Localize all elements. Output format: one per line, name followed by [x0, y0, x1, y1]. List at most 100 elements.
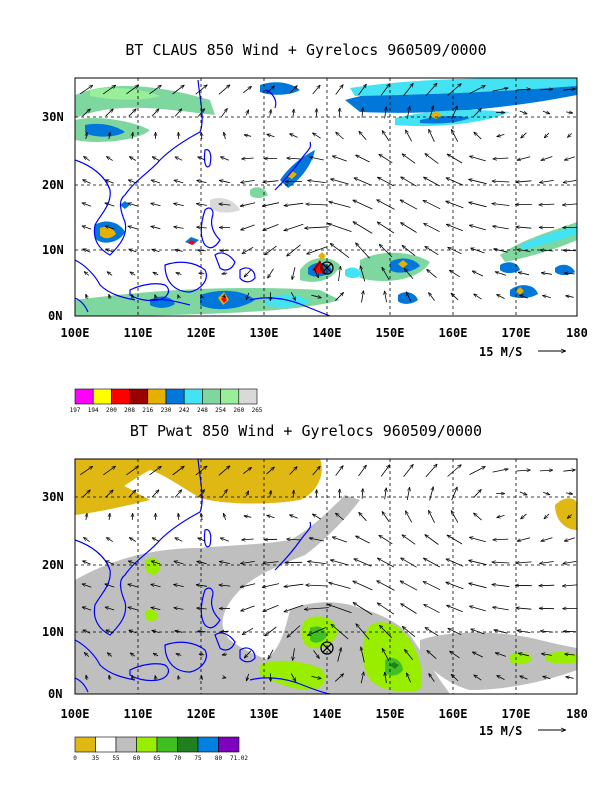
wind-vector	[240, 583, 256, 588]
wind-vector	[224, 132, 226, 140]
wind-vector	[539, 585, 555, 586]
wind-vector	[543, 676, 551, 678]
wind-vector	[330, 179, 349, 185]
wind-vector	[197, 109, 204, 117]
wind-vector	[404, 649, 414, 660]
wind-vector	[451, 674, 459, 682]
wind-vector	[83, 156, 90, 162]
claus-lat-tick: 30N	[42, 110, 64, 124]
wind-vector	[495, 653, 507, 657]
claus-lon-tick: 140E	[313, 326, 342, 340]
wind-vector	[152, 630, 160, 632]
wind-vector	[129, 249, 137, 253]
wind-vector	[132, 675, 133, 680]
wind-vector	[242, 246, 254, 254]
wind-vector	[356, 624, 370, 640]
wind-vector	[566, 493, 573, 494]
colorbar-label: 80	[215, 755, 223, 762]
colorbar-swatch	[202, 388, 221, 405]
wind-vector	[84, 272, 90, 276]
wind-vector	[196, 585, 208, 587]
pwat-shading	[75, 459, 577, 694]
pwat-lat-tick: 10N	[42, 625, 64, 639]
wind-vector	[128, 109, 137, 117]
wind-vector	[566, 677, 574, 679]
wind-vector	[292, 267, 296, 280]
wind-vector	[79, 85, 93, 95]
wind-vector	[153, 653, 159, 656]
wind-vector	[199, 273, 205, 274]
pwat-frame	[74, 458, 578, 695]
claus-lat-tick: 20N	[42, 178, 64, 192]
wind-vector	[290, 292, 295, 300]
wind-vector	[377, 581, 395, 591]
wind-vector	[359, 512, 367, 522]
wind-vector	[335, 513, 344, 521]
pwat-lon-tick: 180	[566, 707, 588, 721]
colorbar-swatch	[111, 388, 130, 405]
wind-vector	[539, 204, 555, 205]
wind-vector	[428, 510, 435, 523]
wind-vector	[379, 535, 393, 545]
wind-vector	[406, 673, 411, 683]
wind-vector	[265, 626, 277, 636]
wind-vector	[176, 654, 182, 656]
wind-vector	[516, 227, 532, 228]
wind-vector	[451, 293, 459, 301]
wind-vector	[284, 583, 304, 587]
wind-vector	[128, 607, 138, 611]
wind-vector	[309, 157, 324, 161]
colorbar-swatch	[147, 388, 167, 405]
colorbar-swatch	[92, 388, 112, 405]
wind-vector	[423, 177, 440, 187]
wind-vector	[567, 514, 573, 519]
wind-vector	[334, 674, 344, 682]
wind-vector	[405, 130, 412, 142]
claus-lon-tick: 130E	[250, 326, 279, 340]
wind-vector	[263, 604, 279, 613]
wind-vector	[400, 200, 418, 210]
wind-vector	[563, 561, 577, 563]
wind-vector	[173, 203, 184, 205]
pwat-lat-tick: 30N	[42, 490, 64, 504]
wind-vector	[406, 106, 410, 119]
wind-vector	[154, 294, 157, 299]
claus-lon-tick: 100E	[61, 326, 90, 340]
wind-vector	[353, 580, 373, 591]
wind-vector	[447, 154, 463, 164]
wind-vector	[428, 129, 435, 142]
wind-vector	[425, 627, 439, 637]
wind-vector	[473, 489, 482, 498]
wind-vector	[130, 653, 136, 656]
wind-vector	[312, 466, 321, 476]
wind-vector	[565, 296, 574, 298]
colorbar-swatch	[165, 388, 185, 405]
claus-lat-tick: 10N	[42, 243, 64, 257]
wind-vector	[153, 272, 159, 275]
wind-vector	[401, 177, 417, 187]
wind-vector	[313, 650, 320, 658]
wind-vector	[86, 675, 87, 681]
wind-vector	[244, 135, 252, 137]
wind-vector	[516, 470, 530, 471]
wind-vector	[451, 106, 458, 120]
wind-vector	[492, 607, 509, 611]
wind-vector	[196, 204, 207, 206]
wind-vector	[519, 294, 528, 299]
wind-vector	[107, 272, 113, 276]
wind-vector	[304, 227, 329, 228]
wind-vector	[382, 130, 390, 141]
wind-vector	[401, 604, 417, 614]
wind-vector	[519, 491, 527, 496]
wind-vector	[451, 129, 459, 142]
wind-vector	[265, 245, 277, 255]
wind-vector	[126, 85, 138, 95]
colorbar-label: 260	[233, 407, 244, 414]
wind-vector	[404, 268, 414, 279]
claus-panel: 30N 20N 10N 0N 100E 110E 120E 130E 140E …	[42, 77, 588, 414]
colorbar-label: 65	[153, 755, 161, 762]
wind-vector	[402, 154, 416, 164]
wind-vector	[82, 226, 92, 230]
colorbar-label: 265	[252, 407, 263, 414]
